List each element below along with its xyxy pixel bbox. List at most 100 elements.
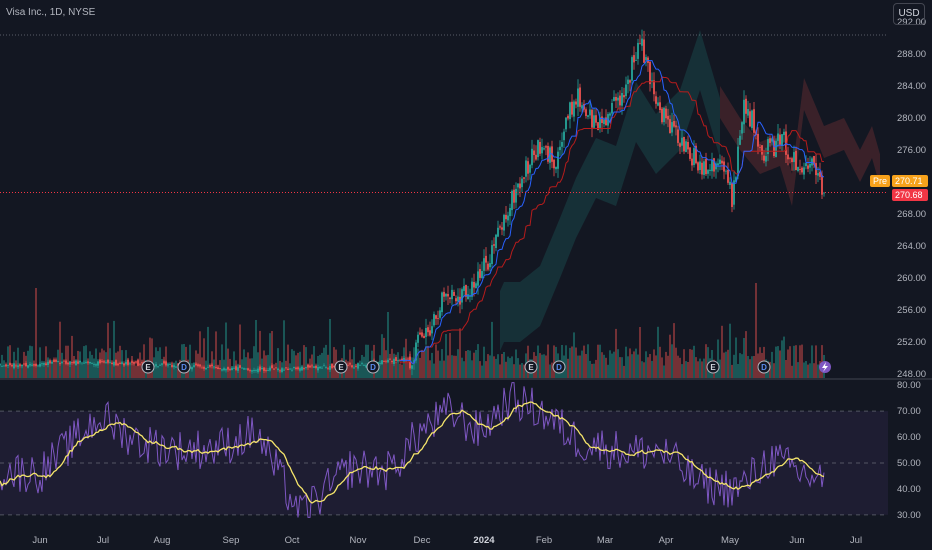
candle-body <box>753 109 755 133</box>
volume-bar <box>785 360 787 378</box>
volume-bar <box>705 344 707 378</box>
candle-body <box>443 291 445 297</box>
volume-bar <box>47 357 49 378</box>
candle-body <box>261 368 263 369</box>
volume-bar <box>407 356 409 378</box>
candle-body <box>493 244 495 246</box>
volume-bar <box>253 346 255 378</box>
candle-body <box>113 361 115 366</box>
candle-body <box>795 150 797 170</box>
candle-body <box>685 141 687 152</box>
volume-bar <box>673 323 675 378</box>
candle-body <box>643 39 645 63</box>
candle-body <box>629 80 631 83</box>
candle-body <box>603 119 605 125</box>
volume-bar <box>493 356 495 378</box>
rsi-lines[interactable] <box>0 382 825 518</box>
candle-body <box>577 88 579 107</box>
volume-bar <box>431 352 433 378</box>
volume-bar <box>381 334 383 378</box>
volume-bar <box>695 357 697 378</box>
earnings-marker[interactable]: E <box>334 360 348 374</box>
candle-body <box>111 363 113 365</box>
volume-bar <box>67 345 69 378</box>
time-axis[interactable]: Jun Jul Aug Sep Oct Nov Dec 2024 Feb Mar Apr May Jun… <box>32 535 862 546</box>
volume-bar <box>523 364 525 378</box>
candle-body <box>289 368 291 370</box>
candle-body <box>417 334 419 343</box>
candle-body <box>467 294 469 299</box>
earnings-marker[interactable]: E <box>524 360 538 374</box>
candle-body <box>325 367 327 368</box>
dividend-marker[interactable]: D <box>552 360 566 374</box>
candle-body <box>465 284 467 297</box>
volume-bar <box>721 325 723 378</box>
volume-bar <box>773 363 775 378</box>
volume-bar <box>625 346 627 378</box>
time-tick-label: Feb <box>536 535 552 546</box>
rsi-axis[interactable]: 80.00 70.00 60.00 50.00 40.00 30.00 <box>897 380 921 521</box>
volume-bar <box>635 348 637 378</box>
dividend-marker[interactable]: D <box>366 360 380 374</box>
volume-bar <box>265 355 267 378</box>
candle-body <box>401 358 403 361</box>
candle-body <box>749 111 751 127</box>
ichimoku-cloud <box>500 30 880 352</box>
volume-bar <box>731 364 733 378</box>
dividend-marker[interactable]: D <box>757 360 771 374</box>
candle-body <box>547 146 549 162</box>
volume-bar <box>679 357 681 378</box>
candle-body <box>555 166 557 170</box>
candle-body <box>393 359 395 364</box>
volume-bar <box>101 348 103 378</box>
volume-bar <box>769 361 771 378</box>
earnings-marker[interactable]: E <box>141 360 155 374</box>
marker-circle <box>552 360 566 374</box>
lightning-marker[interactable] <box>819 361 831 373</box>
volume-bar <box>51 363 53 378</box>
candle-body <box>291 369 293 371</box>
volume-bar <box>321 352 323 378</box>
marker-circle <box>706 360 720 374</box>
candle-body <box>259 366 261 371</box>
volume-bar <box>481 365 483 378</box>
marker-label: E <box>145 363 151 372</box>
volume-bar <box>347 361 349 378</box>
candle-body <box>15 365 17 367</box>
candle-body <box>301 366 303 371</box>
candle-body <box>669 119 671 133</box>
candle-body <box>263 367 265 371</box>
candle-body <box>479 269 481 278</box>
candle-body <box>525 160 527 177</box>
volume-bar <box>637 354 639 378</box>
volume-bar <box>719 359 721 378</box>
volume-bar <box>9 345 11 378</box>
volume-bar <box>177 363 179 378</box>
candle-body <box>553 159 555 169</box>
dividend-marker[interactable]: D <box>177 360 191 374</box>
volume-bar <box>593 363 595 378</box>
volume-bar <box>455 355 457 378</box>
candle-body <box>505 214 507 220</box>
candle-body <box>817 173 819 176</box>
volume-bar <box>151 338 153 378</box>
volume-bar <box>663 365 665 378</box>
volume-bar <box>485 361 487 378</box>
candle-body <box>395 357 397 362</box>
volume-bar <box>5 365 7 378</box>
candle-body <box>447 294 449 297</box>
candle-body <box>471 281 473 297</box>
volume-bar <box>93 358 95 378</box>
volume-bar <box>385 350 387 378</box>
volume-bar <box>69 365 71 378</box>
earnings-marker[interactable]: E <box>706 360 720 374</box>
volume-bar <box>507 356 509 378</box>
volume-bar <box>509 358 511 378</box>
volume-bar <box>71 335 73 378</box>
volume-bar <box>225 322 227 378</box>
price-tick-label: 280.00 <box>897 113 926 124</box>
currency-button[interactable]: USD <box>893 3 925 25</box>
volume-bar <box>815 345 817 378</box>
